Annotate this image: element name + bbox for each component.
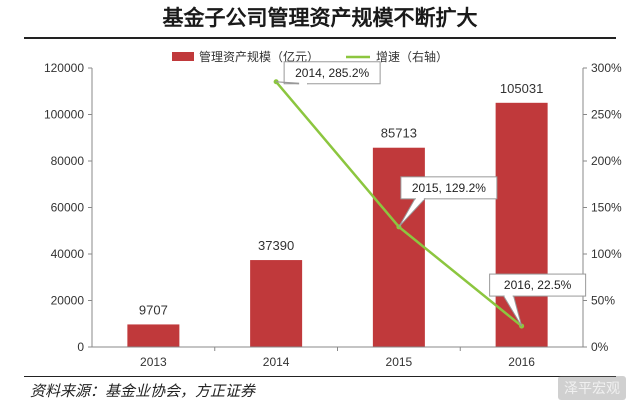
bar	[127, 324, 180, 347]
left-tick-label: 80000	[51, 154, 85, 168]
callout-2014: 2014, 285.2%	[276, 61, 381, 85]
right-tick-label: 250%	[591, 108, 622, 122]
title-underline	[24, 37, 616, 39]
right-tick-label: 50%	[591, 294, 615, 308]
legend-bar-swatch	[172, 52, 194, 61]
callout-pointer-mask	[299, 81, 308, 85]
callout-box	[489, 273, 587, 297]
right-tick-label: 100%	[591, 247, 622, 261]
watermark-logo: 泽平宏观	[558, 376, 626, 400]
bar-value-label: 9707	[139, 302, 168, 317]
callout-pointer-mask	[415, 196, 424, 200]
bar	[250, 260, 303, 347]
chart-title: 基金子公司管理资产规模不断扩大	[162, 5, 478, 30]
right-tick-label: 200%	[591, 154, 622, 168]
callout-2016: 2016, 22.5%	[489, 273, 587, 327]
left-tick-label: 100000	[44, 108, 84, 122]
bar-value-label: 37390	[258, 238, 294, 253]
source-note: 资料来源：基金业协会，方正证券	[30, 382, 256, 400]
callout-text: 2014, 285.2%	[295, 66, 369, 80]
callout-pointer-mask	[504, 294, 513, 298]
legend-bar-label: 管理资产规模（亿元）	[199, 49, 319, 64]
source-rule	[24, 376, 616, 377]
left-tick-label: 60000	[51, 201, 85, 215]
legend-line-label: 增速（右轴）	[376, 49, 448, 64]
right-tick-label: 300%	[591, 61, 622, 75]
bar	[495, 102, 548, 348]
bar-value-label: 85713	[381, 126, 417, 141]
right-tick-label: 0%	[591, 340, 609, 354]
left-tick-label: 0	[77, 340, 84, 354]
x-tick-label: 2016	[508, 355, 535, 369]
x-tick-label: 2015	[386, 355, 413, 369]
x-tick-label: 2014	[263, 355, 290, 369]
callout-box	[400, 176, 498, 200]
left-tick-label: 120000	[44, 61, 84, 75]
callout-text: 2015, 129.2%	[412, 181, 486, 195]
x-tick-label: 2013	[140, 355, 167, 369]
left-tick-label: 40000	[51, 247, 85, 261]
callout-2015: 2015, 129.2%	[398, 176, 498, 228]
callout-text: 2016, 22.5%	[504, 278, 572, 292]
left-tick-label: 20000	[51, 294, 85, 308]
bar-value-label: 105031	[500, 81, 543, 96]
callout-box	[283, 61, 381, 85]
right-tick-label: 150%	[591, 201, 622, 215]
